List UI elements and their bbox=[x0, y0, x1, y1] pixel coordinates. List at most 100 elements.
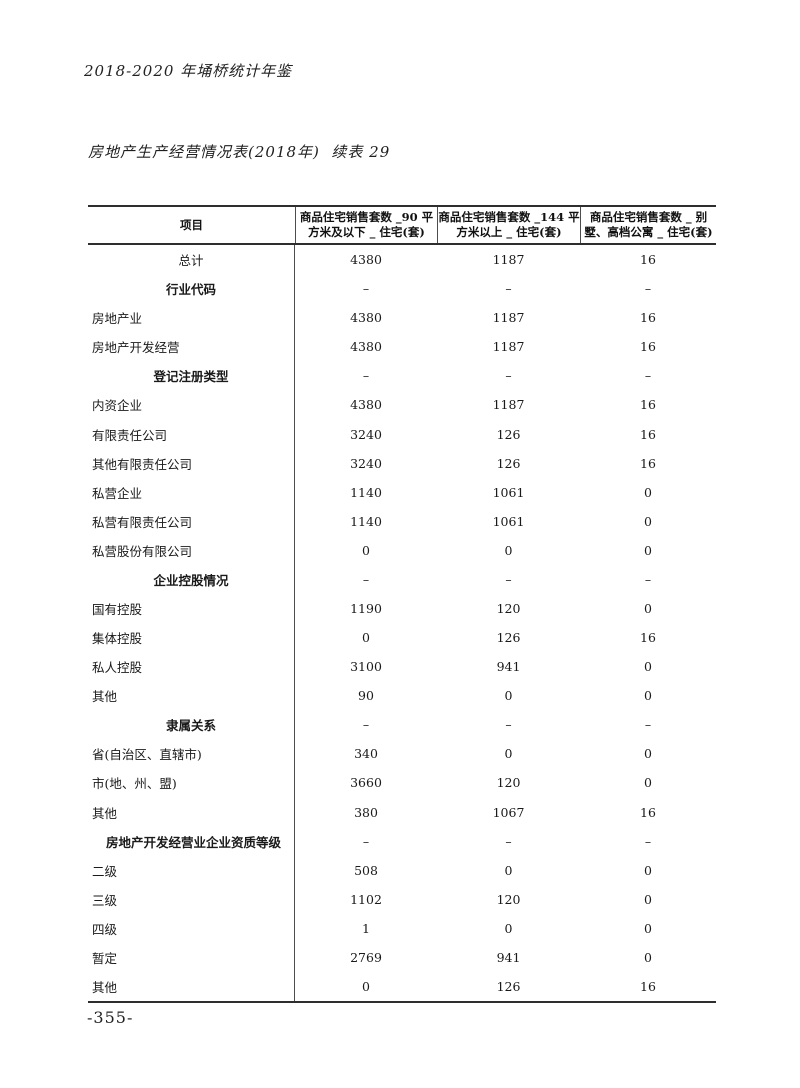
row-value-144sqm: 0 bbox=[504, 688, 513, 704]
row-value-144sqm: – bbox=[505, 717, 512, 733]
table-body: 总计 4380 1187 16 行业代码 – – – 房地产业 4380 118… bbox=[88, 245, 716, 1003]
table-row: 房地产业 4380 1187 16 bbox=[88, 303, 716, 333]
row-value-144sqm: – bbox=[505, 281, 512, 297]
row-label: 房地产开发经营业企业资质等级 bbox=[88, 826, 295, 856]
row-value-144sqm: 941 bbox=[496, 659, 521, 675]
table-row: 私人控股 3100 941 0 bbox=[88, 652, 716, 682]
table-title: 房地产生产经营情况表(2018年) 续表 29 bbox=[88, 143, 391, 161]
row-label: 二级 bbox=[88, 855, 295, 885]
table-row: 市(地、州、盟) 3660 120 0 bbox=[88, 768, 716, 798]
row-value-90sqm: 3660 bbox=[350, 775, 382, 791]
row-value-144sqm: 1067 bbox=[492, 804, 525, 820]
row-value-90sqm: – bbox=[362, 833, 370, 849]
column-header: 商品住宅销售套数 _90 平 方米及以下 _ 住宅(套) bbox=[295, 207, 437, 243]
row-value-90sqm: – bbox=[362, 571, 370, 587]
row-label: 三级 bbox=[88, 884, 295, 914]
row-value-90sqm: 1190 bbox=[350, 600, 382, 616]
table-row: 房地产开发经营 4380 1187 16 bbox=[88, 332, 716, 362]
row-value-90sqm: 1 bbox=[362, 920, 370, 936]
column-header: 商品住宅销售套数 _ 别 墅、高档公寓 _ 住宅(套) bbox=[580, 207, 716, 243]
row-value-villa: 0 bbox=[644, 688, 652, 704]
row-value-144sqm: – bbox=[505, 571, 512, 587]
row-value-90sqm: 4380 bbox=[350, 252, 382, 268]
row-label: 隶属关系 bbox=[88, 710, 295, 740]
row-label: 私人控股 bbox=[88, 652, 295, 682]
row-label: 集体控股 bbox=[88, 623, 295, 653]
table-row: 其他 90 0 0 bbox=[88, 681, 716, 711]
row-value-villa: 16 bbox=[640, 455, 656, 471]
table-row: 三级 1102 120 0 bbox=[88, 884, 716, 914]
table-row: 其他有限责任公司 3240 126 16 bbox=[88, 448, 716, 478]
row-label: 市(地、州、盟) bbox=[88, 768, 295, 798]
row-label: 企业控股情况 bbox=[88, 564, 295, 594]
table-row: 其他 380 1067 16 bbox=[88, 797, 716, 827]
table-row: 内资企业 4380 1187 16 bbox=[88, 390, 716, 420]
row-value-144sqm: 1061 bbox=[492, 513, 525, 529]
row-value-144sqm: 126 bbox=[496, 455, 521, 471]
row-label: 国有控股 bbox=[88, 593, 295, 624]
row-label: 行业代码 bbox=[88, 274, 295, 304]
row-value-144sqm: 126 bbox=[496, 630, 521, 646]
row-value-villa: 0 bbox=[644, 949, 652, 965]
row-label: 内资企业 bbox=[88, 390, 295, 420]
table-row: 暂定 2769 941 0 bbox=[88, 942, 716, 972]
table-row: 二级 508 0 0 bbox=[88, 855, 716, 885]
row-value-144sqm: 0 bbox=[504, 920, 513, 936]
row-value-villa: 0 bbox=[644, 542, 652, 558]
row-value-144sqm: 941 bbox=[496, 949, 521, 965]
row-value-villa: 0 bbox=[644, 891, 652, 907]
row-value-90sqm: 0 bbox=[362, 978, 370, 994]
row-label: 暂定 bbox=[88, 942, 295, 972]
row-value-90sqm: 3100 bbox=[350, 659, 382, 675]
row-value-villa: 16 bbox=[640, 630, 656, 646]
table-row: 国有控股 1190 120 0 bbox=[88, 593, 716, 624]
row-value-villa: 16 bbox=[640, 252, 656, 268]
column-header: 商品住宅销售套数 _144 平 方米以上 _ 住宅(套) bbox=[437, 207, 580, 243]
row-value-90sqm: – bbox=[362, 717, 370, 733]
row-value-villa: – bbox=[644, 571, 652, 587]
row-label: 其他 bbox=[88, 971, 295, 1002]
row-label: 登记注册类型 bbox=[88, 361, 295, 391]
row-value-144sqm: 120 bbox=[496, 600, 521, 616]
row-value-144sqm: 1187 bbox=[492, 339, 525, 355]
row-value-villa: – bbox=[644, 833, 652, 849]
row-value-90sqm: 508 bbox=[354, 862, 378, 878]
row-value-villa: 0 bbox=[644, 746, 652, 762]
row-value-90sqm: 340 bbox=[354, 746, 378, 762]
table-row: 行业代码 – – – bbox=[88, 274, 716, 304]
row-value-villa: 0 bbox=[644, 862, 652, 878]
row-value-90sqm: 3240 bbox=[350, 426, 382, 442]
row-label: 有限责任公司 bbox=[88, 419, 295, 449]
row-value-90sqm: 1140 bbox=[350, 484, 382, 500]
row-label: 其他有限责任公司 bbox=[88, 448, 295, 478]
row-label: 私营股份有限公司 bbox=[88, 535, 295, 565]
row-value-villa: 0 bbox=[644, 775, 652, 791]
row-value-144sqm: 126 bbox=[496, 978, 521, 994]
row-value-144sqm: 1187 bbox=[492, 310, 525, 326]
table-row: 私营股份有限公司 0 0 0 bbox=[88, 535, 716, 565]
row-value-90sqm: 3240 bbox=[350, 455, 382, 471]
row-label: 私营企业 bbox=[88, 477, 295, 507]
row-value-90sqm: 2769 bbox=[350, 949, 382, 965]
row-value-90sqm: 4380 bbox=[350, 310, 382, 326]
table-row: 私营企业 1140 1061 0 bbox=[88, 477, 716, 507]
row-value-90sqm: 90 bbox=[358, 688, 374, 704]
table-row: 隶属关系 – – – bbox=[88, 710, 716, 740]
row-value-144sqm: 0 bbox=[504, 542, 513, 558]
row-value-90sqm: 380 bbox=[354, 804, 378, 820]
table-row: 其他 0 126 16 bbox=[88, 971, 716, 1002]
table-row: 总计 4380 1187 16 bbox=[88, 245, 716, 275]
table-row: 房地产开发经营业企业资质等级 – – – bbox=[88, 826, 716, 856]
row-value-90sqm: 1102 bbox=[350, 891, 382, 907]
row-label: 其他 bbox=[88, 681, 295, 711]
row-value-90sqm: – bbox=[362, 281, 370, 297]
row-label: 总计 bbox=[88, 245, 295, 275]
row-value-90sqm: 0 bbox=[362, 630, 370, 646]
row-value-144sqm: – bbox=[505, 833, 512, 849]
table-row: 登记注册类型 – – – bbox=[88, 361, 716, 391]
row-value-villa: 16 bbox=[640, 426, 656, 442]
table-row: 省(自治区、直辖市) 340 0 0 bbox=[88, 739, 716, 769]
statistics-table: 项目 商品住宅销售套数 _90 平 方米及以下 _ 住宅(套) 商品住宅销售套数 _… bbox=[88, 205, 716, 1003]
row-value-villa: 0 bbox=[644, 484, 652, 500]
row-value-144sqm: 120 bbox=[496, 891, 521, 907]
